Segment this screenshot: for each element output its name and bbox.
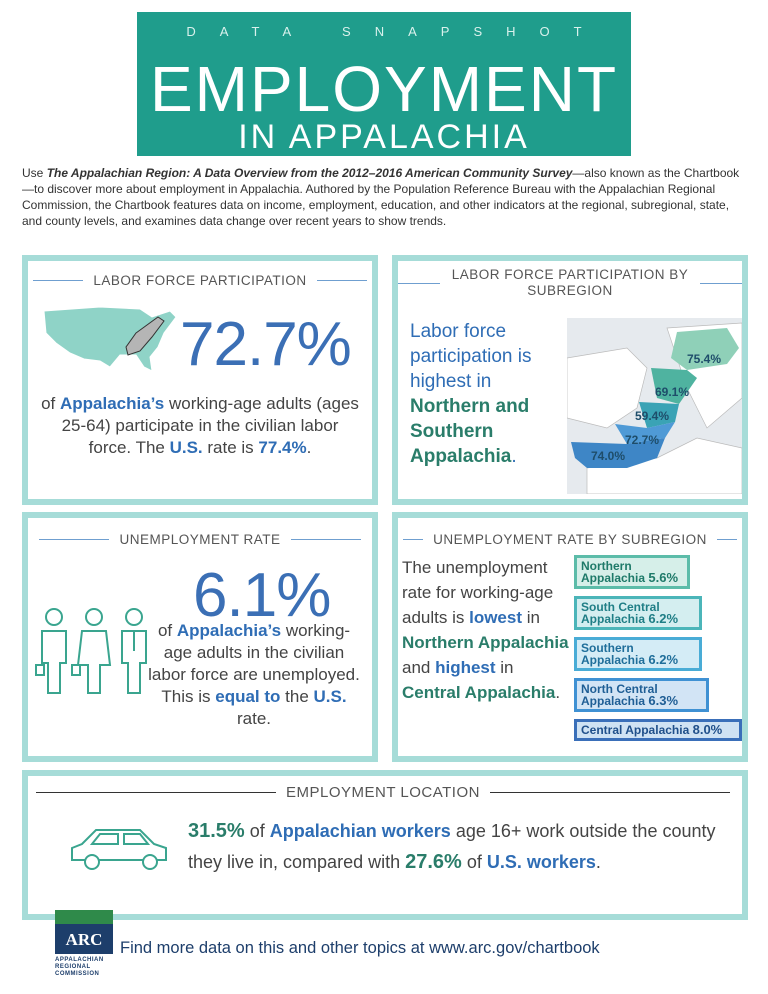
- subregion-text: Labor force participation is highest in …: [410, 319, 560, 469]
- logo-line: COMMISSION: [55, 971, 100, 977]
- text-em: Northern and Southern Appalachia: [410, 396, 530, 467]
- stat-text: of Appalachia’s working-age adults in th…: [148, 620, 360, 730]
- panel-heading: LABOR FORCE PARTICIPATION BY SUBREGION: [398, 267, 742, 299]
- location-text: 31.5% of Appalachian workers age 16+ wor…: [188, 816, 728, 878]
- panel-location: EMPLOYMENT LOCATION 31.5% of Appalachian…: [22, 770, 748, 920]
- logo-line: REGIONAL: [55, 964, 91, 970]
- subregion-box: Northern Appalachia 5.6%: [574, 555, 690, 589]
- subregion-box: North Central Appalachia 6.3%: [574, 678, 709, 712]
- text-em: U.S.: [169, 438, 203, 457]
- text: of: [461, 852, 487, 872]
- logo-mark: ARC: [55, 910, 113, 954]
- map-label: 69.1%: [655, 385, 689, 399]
- stat-text: of Appalachia’s working-age adults (ages…: [38, 393, 362, 459]
- text-em: highest: [435, 658, 496, 677]
- text: .: [306, 438, 312, 457]
- panel-labor-force: LABOR FORCE PARTICIPATION 72.7% of Appal…: [22, 255, 378, 505]
- heading-text: UNEMPLOYMENT RATE BY SUBREGION: [433, 532, 707, 547]
- box-name: South Central Appalachia: [581, 600, 660, 626]
- stat: 6.1%: [193, 561, 331, 630]
- box-rate: 5.6%: [648, 570, 679, 585]
- logo-caption: APPALACHIAN REGIONAL COMMISSION: [55, 957, 113, 978]
- box-name: Northern Appalachia: [581, 559, 646, 585]
- map-label: 59.4%: [635, 409, 669, 423]
- panel-unemployment-subregion: UNEMPLOYMENT RATE BY SUBREGION The unemp…: [392, 512, 748, 762]
- text-em: Appalachia’s: [176, 621, 282, 640]
- intro-text: —also known as the Chartbook—to discover…: [22, 166, 740, 228]
- text-em: Appalachian workers: [269, 821, 451, 841]
- arc-logo: ARC APPALACHIAN REGIONAL COMMISSION: [55, 910, 113, 988]
- panel-heading: EMPLOYMENT LOCATION: [33, 784, 733, 801]
- text: the: [280, 687, 314, 706]
- title: EMPLOYMENT: [149, 53, 619, 125]
- text-em: U.S. workers: [486, 852, 596, 872]
- subtitle: IN APPALACHIA: [238, 118, 530, 156]
- logo-line: APPALACHIAN: [55, 957, 104, 963]
- panel-heading: UNEMPLOYMENT RATE: [28, 532, 372, 547]
- box-rate: 6.2%: [648, 611, 679, 626]
- box-name: Southern Appalachia: [581, 641, 646, 667]
- stat: 72.7%: [180, 310, 352, 379]
- text: rate is: [202, 438, 259, 457]
- text: working-age adults in the civilian labor…: [148, 621, 360, 706]
- text-em: 77.4%: [258, 438, 307, 457]
- text: Labor force participation is highest in: [410, 321, 532, 392]
- intro: Use The Appalachian Region: A Data Overv…: [22, 165, 747, 229]
- text: rate.: [236, 709, 272, 728]
- map-label: 72.7%: [625, 433, 659, 447]
- text: .: [595, 852, 601, 872]
- subregion-map: 75.4% 69.1% 59.4% 72.7% 74.0%: [567, 318, 742, 494]
- text-em: U.S.: [313, 687, 347, 706]
- text-em: 27.6%: [405, 851, 462, 873]
- panel-heading: UNEMPLOYMENT RATE BY SUBREGION: [398, 532, 742, 547]
- text: of: [41, 394, 60, 413]
- people-icon: [35, 608, 147, 694]
- text: .: [555, 683, 561, 702]
- heading-text: LABOR FORCE PARTICIPATION: [93, 273, 307, 288]
- box-name: North Central Appalachia: [581, 682, 658, 708]
- box-rate: 6.2%: [648, 652, 679, 667]
- text-em: equal to: [215, 687, 281, 706]
- us-map-icon: [43, 306, 177, 372]
- text-em: lowest: [469, 608, 522, 627]
- subregion-box: Central Appalachia 8.0%: [574, 719, 742, 741]
- box-rate: 6.3%: [648, 693, 679, 708]
- subregion-box: Southern Appalachia 6.2%: [574, 637, 702, 671]
- subregion-text: The unemployment rate for working-age ad…: [402, 555, 572, 705]
- text-em: 31.5%: [188, 820, 245, 842]
- text-em: Central Appalachia: [402, 683, 556, 702]
- subregion-box: South Central Appalachia 6.2%: [574, 596, 702, 630]
- panel-labor-force-subregion: LABOR FORCE PARTICIPATION BY SUBREGION L…: [392, 255, 748, 505]
- text: The unemployment rate for working-age ad…: [402, 558, 554, 627]
- text: .: [511, 446, 517, 467]
- text: working-age adults (ages 25-64) particip…: [61, 394, 359, 457]
- heading-text: UNEMPLOYMENT RATE: [119, 532, 281, 547]
- text: in: [495, 658, 514, 677]
- text: of: [244, 821, 270, 841]
- header-banner: DATA SNAPSHOT EMPLOYMENT IN APPALACHIA: [137, 12, 631, 156]
- intro-text: Use: [22, 166, 47, 180]
- box-rate: 8.0%: [692, 722, 723, 737]
- box-name: Central Appalachia: [581, 723, 690, 737]
- kicker: DATA SNAPSHOT: [186, 24, 606, 39]
- panel-unemployment: UNEMPLOYMENT RATE 6.1% of Appalachia’s w…: [22, 512, 378, 762]
- map-label: 75.4%: [687, 352, 721, 366]
- text-em: Appalachia’s: [59, 394, 165, 413]
- text-em: Northern Appalachia: [402, 633, 569, 652]
- footer-text: Find more data on this and other topics …: [120, 939, 600, 957]
- text: and: [402, 658, 436, 677]
- car-icon: [71, 829, 167, 870]
- text: age 16+ work outside the county they liv…: [188, 821, 716, 872]
- map-label: 74.0%: [591, 449, 625, 463]
- logo-text: ARC: [65, 930, 103, 949]
- heading-text: EMPLOYMENT LOCATION: [286, 784, 480, 801]
- text: of: [157, 621, 177, 640]
- heading-text: LABOR FORCE PARTICIPATION BY SUBREGION: [451, 267, 689, 298]
- text: in: [522, 608, 540, 627]
- intro-book: The Appalachian Region: A Data Overview …: [46, 166, 573, 180]
- panel-heading: LABOR FORCE PARTICIPATION: [28, 273, 372, 288]
